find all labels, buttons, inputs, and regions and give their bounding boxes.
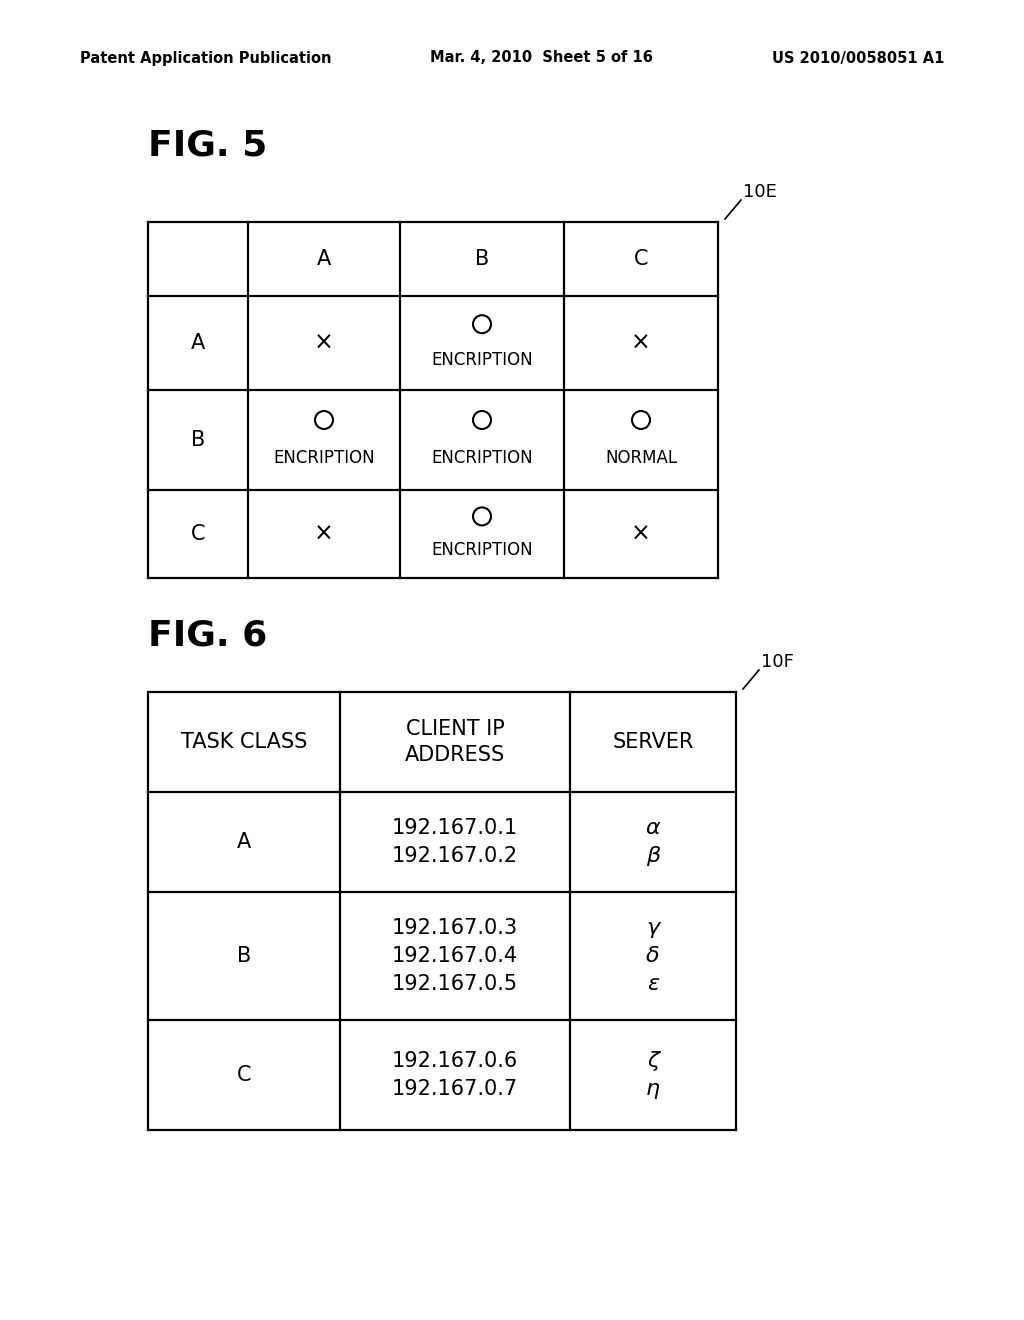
- Text: α
β: α β: [646, 818, 660, 866]
- Text: ×: ×: [631, 331, 651, 355]
- Text: C: C: [237, 1065, 251, 1085]
- Text: 192.167.0.3
192.167.0.4
192.167.0.5: 192.167.0.3 192.167.0.4 192.167.0.5: [392, 917, 518, 994]
- Text: ENCRIPTION: ENCRIPTION: [273, 449, 375, 467]
- Text: 192.167.0.1
192.167.0.2: 192.167.0.1 192.167.0.2: [392, 818, 518, 866]
- Text: Patent Application Publication: Patent Application Publication: [80, 50, 332, 66]
- Text: ζ
η: ζ η: [646, 1051, 660, 1100]
- Text: NORMAL: NORMAL: [605, 449, 677, 467]
- Text: US 2010/0058051 A1: US 2010/0058051 A1: [772, 50, 944, 66]
- Text: 192.167.0.6
192.167.0.7: 192.167.0.6 192.167.0.7: [392, 1051, 518, 1100]
- Text: C: C: [634, 249, 648, 269]
- Text: A: A: [237, 832, 251, 851]
- Text: A: A: [190, 333, 205, 352]
- Text: ENCRIPTION: ENCRIPTION: [431, 449, 532, 467]
- Text: 10E: 10E: [743, 183, 777, 201]
- Text: ×: ×: [314, 521, 334, 546]
- Text: FIG. 5: FIG. 5: [148, 128, 267, 162]
- Text: SERVER: SERVER: [612, 733, 693, 752]
- Text: TASK CLASS: TASK CLASS: [181, 733, 307, 752]
- Text: CLIENT IP
ADDRESS: CLIENT IP ADDRESS: [404, 719, 505, 766]
- Text: 10F: 10F: [761, 653, 794, 671]
- Text: FIG. 6: FIG. 6: [148, 618, 267, 652]
- Text: B: B: [190, 430, 205, 450]
- Text: ×: ×: [314, 331, 334, 355]
- Text: C: C: [190, 524, 205, 544]
- Text: ×: ×: [631, 521, 651, 546]
- Text: ENCRIPTION: ENCRIPTION: [431, 541, 532, 558]
- Text: γ
δ
ε: γ δ ε: [646, 917, 659, 994]
- Text: A: A: [316, 249, 331, 269]
- Text: Mar. 4, 2010  Sheet 5 of 16: Mar. 4, 2010 Sheet 5 of 16: [430, 50, 653, 66]
- Text: B: B: [475, 249, 489, 269]
- Text: ENCRIPTION: ENCRIPTION: [431, 351, 532, 368]
- Text: B: B: [237, 946, 251, 966]
